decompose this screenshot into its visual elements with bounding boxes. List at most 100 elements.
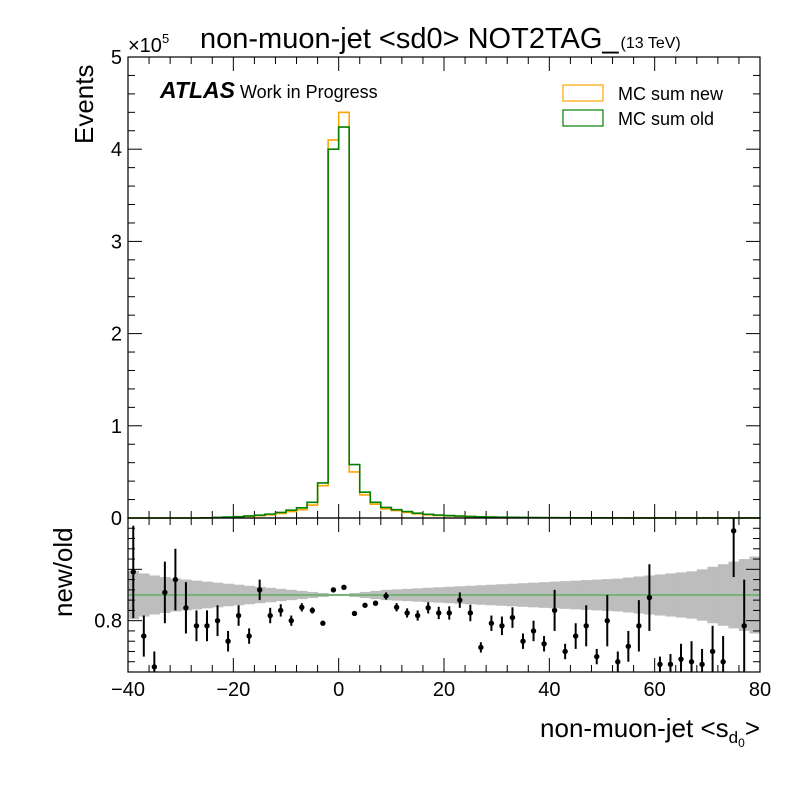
ratio-point [562,643,568,660]
ratio-point-marker [235,612,242,619]
x-tick-label: 80 [749,679,771,701]
legend: MC sum new MC sum old [562,84,724,129]
ratio-point [288,615,294,626]
ratio-point [309,607,316,614]
ratio-point-marker [709,648,716,655]
ratio-point [488,615,495,631]
ratio-point [204,610,210,642]
ratio-point-marker [383,593,389,599]
ratio-point-marker [141,633,147,639]
histogram-mc-sum-new [128,111,761,519]
ratio-point-marker [320,620,326,626]
x-tick-label: 0 [333,679,344,701]
ratio-point-marker [267,612,273,619]
x-tick-label: −40 [111,679,145,701]
ratio-point [688,641,695,672]
ratio-point [446,606,452,620]
ratio-point [667,654,674,672]
ratio-point-marker [741,623,747,629]
ratio-point [235,605,242,626]
ratio-point-marker [488,620,495,626]
ratio-point [520,633,526,649]
atlas-label-bold: ATLAS [159,77,236,103]
ratio-point [351,610,358,617]
ratio-point [604,595,610,647]
ratio-point [478,642,484,653]
main-y-tick-label: 5 [111,47,122,69]
main-y-tick-label: 2 [111,324,122,346]
ratio-point [741,579,747,672]
ratio-y-axis-label: new/old [48,527,78,617]
ratio-point-marker [594,653,600,660]
main-y-tick-label: 4 [111,139,122,161]
ratio-point-marker [193,623,200,629]
ratio-point [551,589,558,631]
ratio-point [615,651,621,672]
ratio-point-marker [162,589,168,596]
ratio-point [162,561,168,624]
ratio-point-marker [183,605,189,611]
ratio-point-marker [214,617,221,624]
ratio-point-marker [646,594,653,601]
ratio-points [130,518,747,672]
ratio-point [172,548,179,611]
ratio-point [393,603,400,612]
ratio-y-tick-label: 0.8 [94,611,122,633]
ratio-point-marker [256,587,263,593]
ratio-point [709,625,716,672]
ratio-point-marker [551,607,558,614]
ratio-panel: 0.8 −40 −20 0 20 40 60 80 new/old non-muon-jet… [48,517,771,750]
ratio-point [341,584,347,590]
ratio-point [278,604,284,617]
ratio-point [320,620,326,626]
ratio-point [625,630,632,662]
ratio-point-marker [404,610,410,616]
ratio-point-marker [246,633,252,639]
ratio-point-marker [541,641,547,647]
ratio-point-marker [457,597,463,603]
ratio-point-marker [520,638,526,644]
ratio-point [436,606,442,620]
ratio-frame [127,517,761,673]
ratio-point-marker [362,602,368,608]
ratio-point [372,600,379,606]
ratio-point [730,518,737,578]
ratio-point-marker [509,614,516,621]
ratio-point [657,656,663,672]
ratio-point [594,648,600,665]
ratio-point [636,600,642,652]
ratio-point-marker [446,610,452,616]
main-y-tick-label: 1 [111,416,122,438]
ratio-point [130,525,136,619]
ratio-point-marker [478,644,484,651]
ratio-point-marker [625,643,632,650]
main-y-tick-label: 0 [111,508,122,530]
ratio-point-marker [436,610,442,616]
main-y-tick-label: 3 [111,231,122,253]
ratio-point-marker [151,664,158,670]
ratio-point [509,607,516,628]
ratio-point-marker [583,623,589,629]
ratio-point-marker [393,604,400,611]
ratio-point [646,564,653,631]
ratio-point-marker [657,661,663,667]
ratio-point [246,628,252,644]
ratio-point [425,602,431,614]
ratio-point-marker [720,659,726,665]
main-histograms [128,111,761,519]
ratio-point-marker [678,656,684,662]
ratio-point-marker [615,659,621,665]
ratio-point-marker [341,584,347,590]
x-tick-labels: −40 −20 0 20 40 60 80 [111,679,771,701]
legend-swatch-old [562,109,604,127]
histogram-mc-sum-old [128,126,761,519]
ratio-point-marker [499,623,505,629]
ratio-point-marker [172,576,179,583]
ratio-point-marker [288,617,294,624]
ratio-point [720,636,726,672]
ratio-point-marker [530,628,537,634]
ratio-point-marker [425,605,431,611]
ratio-point-marker [372,600,379,606]
ratio-point [541,636,547,652]
